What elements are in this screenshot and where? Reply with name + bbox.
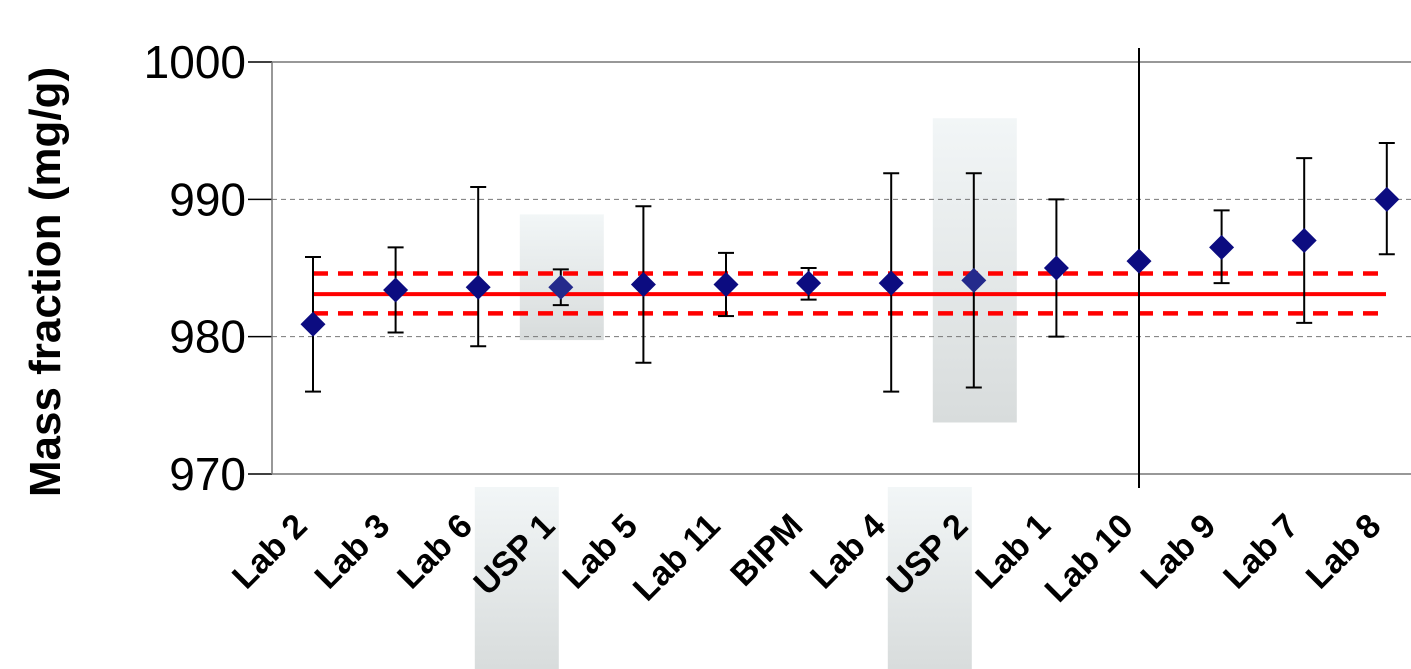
data-point — [1043, 255, 1069, 281]
data-point — [878, 270, 904, 296]
x-tick-label: Lab 9 — [1134, 507, 1224, 597]
data-point — [630, 271, 656, 297]
x-tick-label: Lab 6 — [390, 507, 480, 597]
data-point — [300, 311, 326, 337]
reference-layer — [313, 271, 1386, 316]
y-tick-label: 980 — [169, 311, 246, 363]
data-point — [383, 277, 409, 303]
data-point — [548, 274, 574, 300]
data-point — [713, 271, 739, 297]
x-tick-label: Lab 8 — [1299, 507, 1389, 597]
data-point — [796, 270, 822, 296]
x-tick-label: Lab 2 — [225, 507, 315, 597]
highlight-label-panel — [474, 487, 559, 669]
data-point — [1209, 234, 1235, 260]
series-layer — [300, 48, 1400, 488]
grid-layer — [272, 198, 1411, 338]
axis-layer: 970 980 990 1000 — [144, 36, 1411, 500]
x-tick-label: Lab 4 — [803, 507, 893, 597]
error-bar — [470, 185, 487, 348]
x-tick-label: Lab 10 — [1038, 507, 1141, 610]
x-tick-label: Lab 11 — [626, 507, 728, 609]
data-point — [1291, 228, 1317, 254]
x-tick-label: BIPM — [723, 507, 810, 594]
data-point — [1374, 186, 1400, 212]
data-point — [1126, 248, 1152, 274]
highlight-label-panel — [887, 487, 972, 669]
data-point — [961, 267, 987, 293]
y-tick-label: 1000 — [144, 36, 246, 88]
y-axis-title: Mass fraction (mg/g) — [21, 67, 70, 497]
data-point — [465, 274, 491, 300]
y-tick-label: 970 — [169, 448, 246, 500]
x-tick-label: Lab 7 — [1216, 507, 1306, 597]
y-tick-label: 990 — [169, 173, 246, 225]
highlight-layer — [474, 118, 1017, 669]
x-tick-label: Lab 3 — [308, 507, 398, 597]
